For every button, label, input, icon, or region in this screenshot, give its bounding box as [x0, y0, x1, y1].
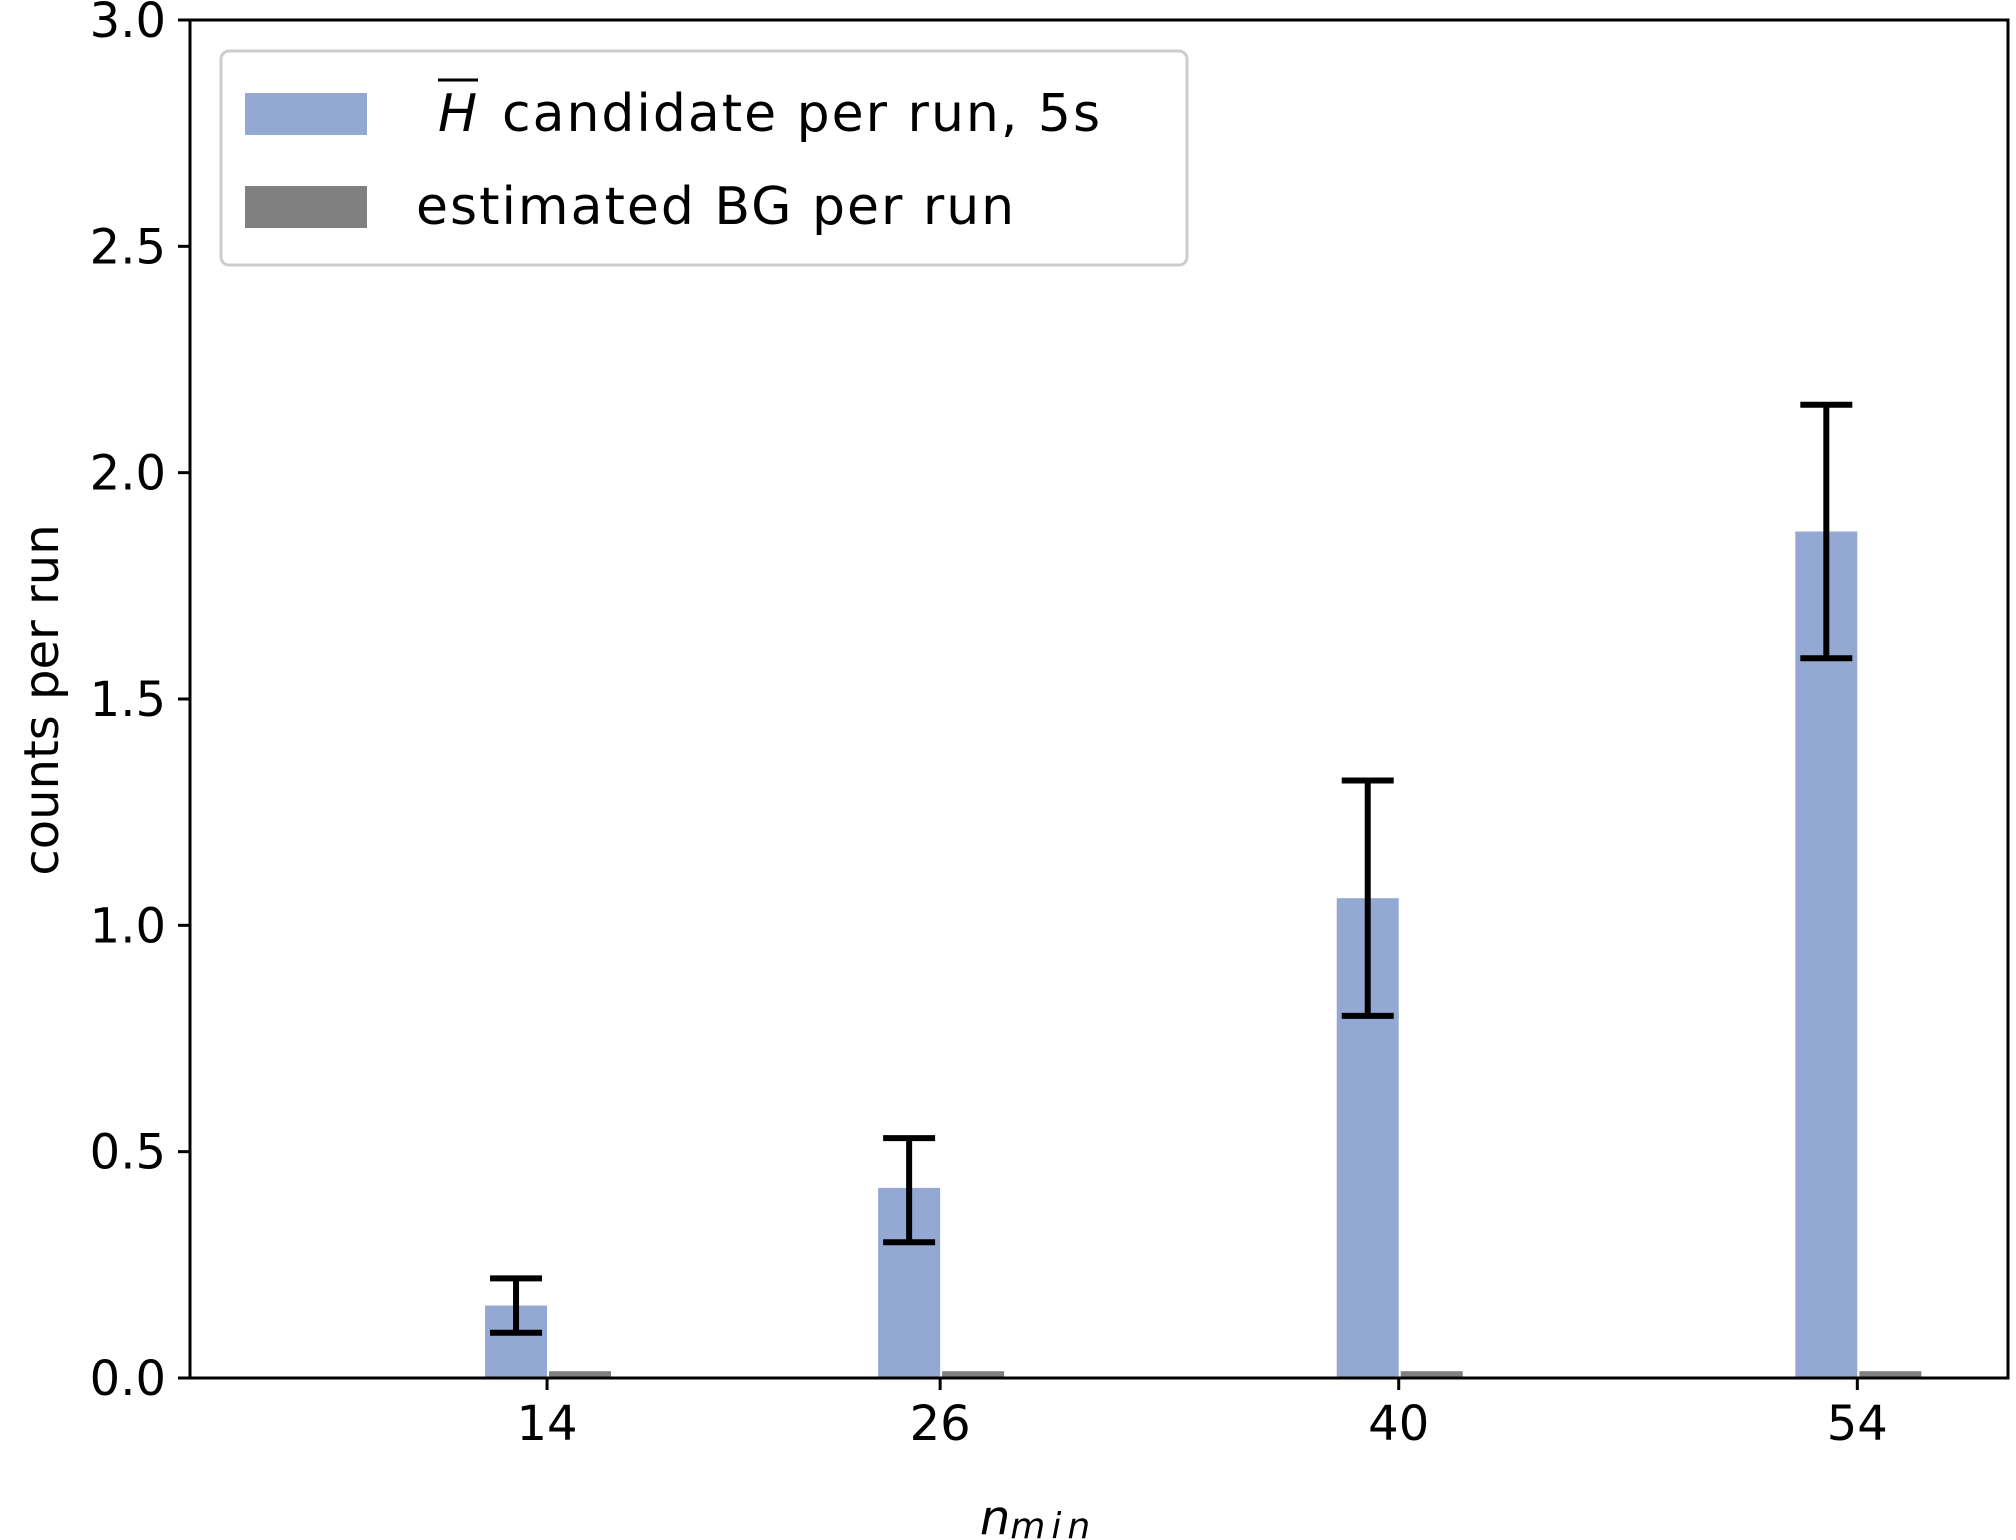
x-tick-label: 54 — [1827, 1396, 1888, 1452]
error-bars-layer — [490, 401, 1853, 1336]
y-tick-label: 0.5 — [90, 1125, 166, 1181]
y-axis-label: counts per run — [14, 524, 70, 875]
x-tick-label: 40 — [1368, 1396, 1429, 1452]
y-tick-label: 1.5 — [90, 672, 166, 728]
x-axis-label-subscript: min — [1010, 1506, 1096, 1540]
y-tick-label: 1.0 — [90, 898, 166, 954]
x-axis: 14 26 40 54 — [517, 1378, 1888, 1452]
legend-swatch-bg — [245, 186, 367, 228]
x-tick-label: 26 — [910, 1396, 971, 1452]
bars-layer — [485, 531, 1922, 1378]
legend-symbol-hbar: H — [438, 84, 477, 144]
legend: H candidate per run, 5s estimated BG per… — [219, 49, 1189, 267]
legend-label-bg: estimated BG per run — [416, 177, 1016, 237]
legend-box — [219, 49, 1189, 267]
bar-bg-54 — [1859, 1371, 1922, 1378]
y-tick-label: 0.0 — [90, 1351, 166, 1407]
bar-bg-14 — [549, 1371, 612, 1378]
bar-candidate-54 — [1795, 531, 1858, 1378]
y-axis: 0.0 0.5 1.0 1.5 2.0 2.5 3.0 — [90, 0, 190, 1407]
y-tick-label: 2.0 — [90, 446, 166, 502]
bar-bg-26 — [942, 1371, 1005, 1378]
y-tick-label: 2.5 — [90, 219, 166, 275]
legend-label-candidate: candidate per run, 5s — [502, 84, 1102, 144]
x-axis-label: nmin — [980, 1490, 1096, 1540]
x-tick-label: 14 — [517, 1396, 578, 1452]
bar-bg-40 — [1400, 1371, 1463, 1378]
y-tick-label: 3.0 — [90, 0, 166, 49]
legend-swatch-candidate — [245, 93, 367, 135]
x-axis-label-main: n — [980, 1490, 1010, 1540]
